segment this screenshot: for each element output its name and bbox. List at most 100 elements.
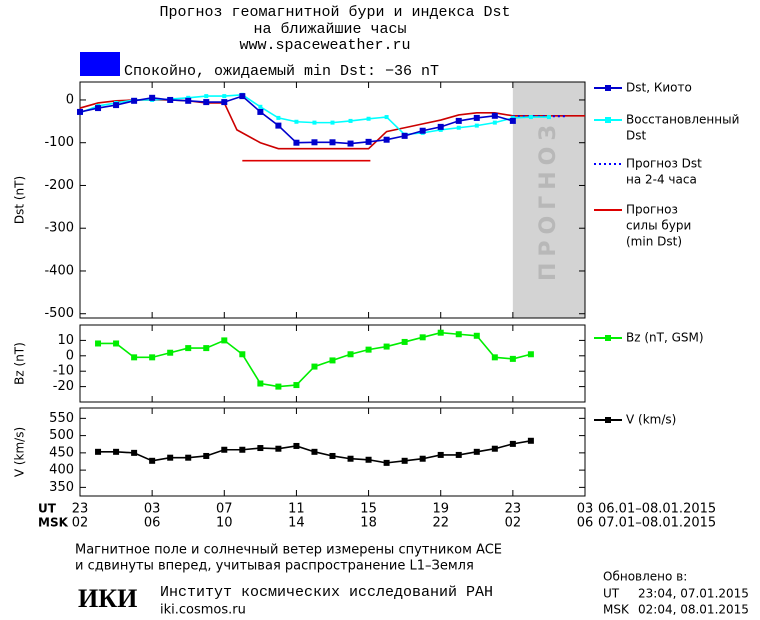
marker xyxy=(348,118,353,123)
marker xyxy=(275,122,282,129)
marker xyxy=(528,115,533,120)
x-tick-label: 07 xyxy=(216,502,233,517)
marker xyxy=(203,99,210,106)
note: Магнитное поле и солнечный ветер измерен… xyxy=(75,543,502,558)
x-tick-label: 23 xyxy=(505,502,522,517)
y-tick-label: 10 xyxy=(57,333,74,348)
marker xyxy=(257,445,264,452)
x-tick-label: 15 xyxy=(360,502,377,517)
series-line xyxy=(98,331,532,388)
marker xyxy=(185,454,192,461)
marker xyxy=(95,448,102,455)
marker xyxy=(419,334,426,341)
y-axis-label: V (km/s) xyxy=(13,427,27,477)
y-tick-label: -200 xyxy=(44,178,74,193)
date-range: 07.01–08.01.2015 xyxy=(598,516,716,531)
legend-label: Восстановленный xyxy=(626,113,739,127)
marker xyxy=(473,448,480,455)
y-tick-label: 500 xyxy=(49,428,74,443)
site: iki.cosmos.ru xyxy=(160,603,246,618)
marker xyxy=(204,94,209,99)
marker xyxy=(330,120,335,125)
legend-marker xyxy=(605,335,611,341)
logo: ИКИ xyxy=(78,584,137,613)
marker xyxy=(419,455,426,462)
marker xyxy=(185,97,192,104)
marker xyxy=(131,354,138,361)
marker xyxy=(384,115,389,120)
marker xyxy=(401,132,408,139)
plot-frame xyxy=(79,407,586,497)
marker xyxy=(294,119,299,124)
legend-label: Dst xyxy=(626,129,646,143)
marker xyxy=(258,104,263,109)
marker xyxy=(419,127,426,134)
legend-label: на 2-4 часа xyxy=(626,173,697,187)
x-tick-label-msk: 18 xyxy=(360,516,377,531)
y-tick-label: -100 xyxy=(44,135,74,150)
marker xyxy=(473,332,480,339)
marker xyxy=(113,102,120,109)
marker xyxy=(95,105,102,112)
marker xyxy=(275,445,282,452)
marker xyxy=(527,437,534,444)
date-range: 06.01–08.01.2015 xyxy=(598,502,716,517)
x-tick-label: 11 xyxy=(288,502,305,517)
marker xyxy=(293,139,300,146)
x-tick-label-msk: 22 xyxy=(432,516,449,531)
marker xyxy=(437,451,444,458)
legend-label: (min Dst) xyxy=(626,235,682,249)
note: и сдвинуты вперед, учитывая распростране… xyxy=(75,559,474,574)
x-tick-label: 03 xyxy=(577,502,594,517)
marker xyxy=(365,346,372,353)
marker xyxy=(455,331,462,338)
marker xyxy=(347,455,354,462)
plot-frame xyxy=(79,324,586,403)
url: www.spaceweather.ru xyxy=(239,37,410,54)
x-tick-label: 03 xyxy=(144,502,161,517)
updated-title: Обновлено в: xyxy=(603,570,687,584)
marker xyxy=(437,123,444,130)
marker xyxy=(131,449,138,456)
marker xyxy=(293,442,300,449)
marker xyxy=(365,138,372,145)
legend-label: Прогноз Dst xyxy=(626,157,702,171)
marker xyxy=(276,115,281,120)
marker xyxy=(365,456,372,463)
legend-label: Dst, Киото xyxy=(626,81,692,95)
marker xyxy=(149,94,156,101)
updated-label: UT xyxy=(603,587,620,601)
title-line: Прогноз геомагнитной бури и индекса Dst xyxy=(159,4,510,21)
marker xyxy=(347,140,354,147)
updated-time: 23:04, 07.01.2015 xyxy=(638,587,749,601)
marker xyxy=(221,446,228,453)
marker xyxy=(311,139,318,146)
marker xyxy=(312,120,317,125)
x-tick-label: 19 xyxy=(432,502,449,517)
legend-marker xyxy=(605,417,611,423)
marker xyxy=(492,120,497,125)
marker xyxy=(257,108,264,115)
marker xyxy=(257,380,264,387)
institute: Институт космических исследований РАН xyxy=(160,584,493,601)
y-tick-label: -300 xyxy=(44,221,74,236)
marker xyxy=(383,459,390,466)
y-tick-label: 400 xyxy=(49,463,74,478)
legend-marker xyxy=(605,85,611,91)
marker xyxy=(239,351,246,358)
marker xyxy=(113,340,120,347)
marker xyxy=(77,108,83,115)
marker xyxy=(329,357,336,364)
marker xyxy=(311,448,318,455)
marker xyxy=(329,452,336,459)
x-tick-label-msk: 02 xyxy=(72,516,89,531)
marker xyxy=(366,116,371,121)
marker xyxy=(527,351,534,358)
marker xyxy=(401,338,408,345)
legend-label: Прогноз xyxy=(626,203,678,217)
x-axis-label: UT xyxy=(38,502,57,516)
y-tick-label: -400 xyxy=(44,263,74,278)
marker xyxy=(203,452,210,459)
updated-time: 02:04, 08.01.2015 xyxy=(638,603,749,617)
